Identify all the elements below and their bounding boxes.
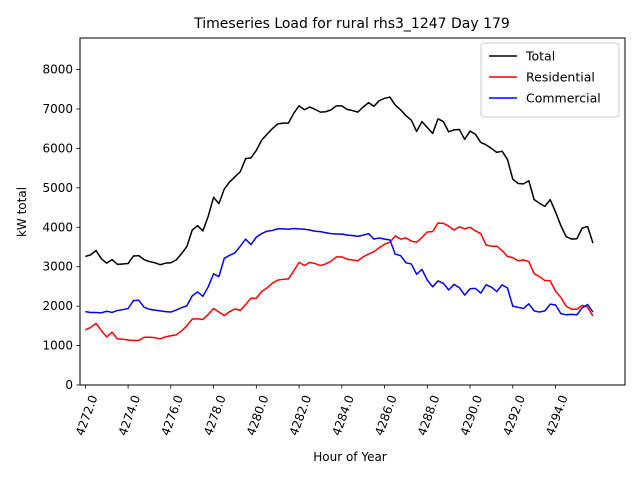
x-axis-label: Hour of Year (313, 450, 387, 464)
legend-label-commercial: Commercial (526, 91, 601, 106)
series-line-total (85, 96, 594, 266)
y-tick-label: 5000 (42, 181, 73, 195)
y-tick-label: 8000 (42, 63, 73, 77)
y-tick-label: 0 (65, 378, 73, 392)
axes-frame (79, 37, 626, 386)
y-tick-label: 3000 (42, 260, 73, 274)
series-lines (85, 96, 594, 342)
y-tick-label: 1000 (42, 339, 73, 353)
chart-title: Timeseries Load for rural rhs3_1247 Day … (193, 16, 510, 32)
axes-border (79, 37, 626, 386)
y-tick-label: 2000 (42, 299, 73, 313)
y-axis-ticks: 0 1000 2000 3000 4000 5000 6000 7000 8000 (42, 63, 80, 392)
legend-label-residential: Residential (526, 70, 595, 85)
legend: Total Residential Commercial (480, 42, 620, 118)
y-tick-label: 6000 (42, 141, 73, 155)
legend-label-total: Total (525, 49, 555, 64)
series-line-residential (85, 222, 594, 342)
series-line-commercial (85, 227, 594, 316)
y-tick-label: 7000 (42, 102, 73, 116)
y-axis-label: kW total (15, 187, 29, 237)
y-tick-label: 4000 (42, 220, 73, 234)
